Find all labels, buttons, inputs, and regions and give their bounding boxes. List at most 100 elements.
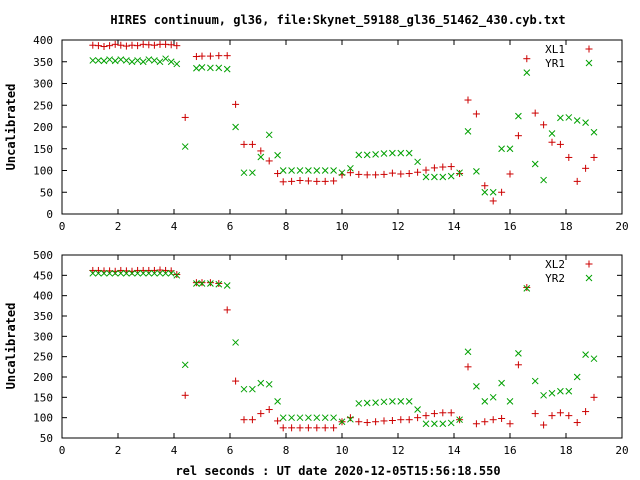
y-tick-label: 150 — [33, 391, 53, 404]
legend-marker-xl1 — [585, 45, 593, 53]
xl2-plus-point — [573, 419, 581, 427]
yr1-cross-point — [330, 167, 337, 174]
yr1-cross-point — [481, 188, 489, 196]
yr2-cross-point — [515, 350, 522, 357]
xl2-plus-point — [540, 421, 548, 429]
yr1-cross-point — [145, 56, 153, 63]
x-tick-label: 6 — [227, 444, 234, 457]
xl2-plus-point — [439, 409, 447, 417]
xl2-plus-point — [388, 417, 396, 425]
yr2-cross-point — [257, 379, 265, 387]
y-tick-label: 500 — [33, 249, 53, 262]
y-tick-label: 400 — [33, 290, 53, 303]
xl1-plus-point — [405, 170, 413, 178]
yr1-cross-point — [473, 168, 480, 175]
legend-label: XL1 — [545, 43, 565, 56]
yr2-cross-point — [439, 420, 447, 428]
yr2-cross-point — [106, 269, 113, 277]
yr1-cross-point — [207, 64, 214, 72]
bottom-panel-points — [89, 266, 598, 432]
top-panel-ylabel: Uncalibrated — [4, 84, 18, 171]
yr2-cross-point — [89, 269, 97, 277]
x-tick-label: 10 — [335, 220, 348, 233]
yr1-cross-point — [117, 56, 125, 63]
yr1-cross-point — [338, 169, 346, 177]
yr2-cross-point — [590, 355, 598, 363]
yr1-cross-point — [173, 60, 181, 68]
xl1-plus-point — [330, 177, 338, 185]
yr1-cross-point — [431, 173, 438, 181]
yr1-cross-point — [464, 127, 472, 135]
xl2-plus-point — [430, 410, 438, 418]
yr2-cross-point — [389, 398, 396, 405]
xl2-plus-point — [556, 409, 564, 417]
xl1-plus-point — [232, 100, 240, 108]
xl2-plus-point — [405, 416, 413, 424]
yr1-cross-point — [296, 167, 304, 174]
yr1-cross-point — [573, 117, 581, 124]
bottom-panel-ticks: 0 2 4 6 8 10 12 14 16 18 20 50 100 150 200 250 300 350 400… — [33, 249, 629, 457]
xl1-plus-point — [481, 182, 489, 190]
x-tick-label: 20 — [615, 444, 628, 457]
x-tick-label: 20 — [615, 220, 628, 233]
yr1-cross-point — [548, 130, 556, 137]
xl1-plus-point — [439, 163, 447, 171]
x-tick-label: 12 — [391, 220, 404, 233]
yr1-cross-point — [582, 119, 589, 127]
xl1-plus-point — [122, 42, 130, 50]
yr2-cross-point — [240, 385, 248, 393]
yr1-cross-point — [347, 164, 354, 172]
xl2-plus-point — [206, 279, 214, 287]
yr2-cross-point — [414, 406, 421, 413]
xl2-plus-point — [531, 410, 539, 418]
yr2-cross-point — [481, 398, 489, 405]
xl1-plus-point — [590, 153, 598, 161]
xl2-plus-point — [181, 391, 189, 399]
yr2-cross-point — [523, 284, 531, 292]
xl2-plus-point — [173, 271, 181, 279]
top-panel-frame — [61, 39, 623, 215]
yr2-cross-point — [363, 399, 371, 407]
xl1-plus-point — [489, 197, 497, 205]
x-tick-label: 6 — [227, 220, 234, 233]
yr1-cross-point — [181, 143, 189, 150]
x-tick-label: 8 — [283, 220, 290, 233]
yr1-cross-point — [257, 153, 265, 161]
y-tick-label: 250 — [33, 351, 53, 364]
xl1-plus-point — [100, 43, 108, 51]
yr1-cross-point — [95, 57, 102, 64]
yr2-cross-point — [473, 382, 480, 390]
yr2-cross-point — [145, 269, 153, 277]
xl2-plus-point — [279, 424, 287, 432]
y-tick-label: 100 — [33, 412, 53, 425]
y-tick-label: 100 — [33, 165, 53, 178]
yr1-cross-point — [590, 128, 598, 136]
xl1-plus-point — [397, 170, 405, 178]
xl2-plus-point — [265, 406, 273, 414]
yr1-cross-point — [456, 169, 463, 177]
yr1-cross-point — [288, 167, 295, 174]
xl1-plus-point — [472, 110, 480, 118]
xl2-plus-point — [288, 424, 296, 432]
y-tick-label: 250 — [33, 99, 53, 112]
yr1-cross-point — [274, 151, 281, 159]
yr2-cross-point — [117, 269, 125, 277]
yr2-cross-point — [489, 393, 497, 401]
xl2-plus-point — [380, 417, 388, 425]
x-tick-label: 18 — [559, 220, 572, 233]
legend-label: XL2 — [545, 258, 565, 271]
yr1-cross-point — [139, 58, 147, 66]
yr2-cross-point — [249, 385, 256, 393]
yr2-cross-point — [447, 419, 455, 427]
yr1-cross-point — [498, 145, 505, 153]
yr1-cross-point — [100, 57, 108, 65]
xl1-plus-point — [346, 169, 354, 177]
yr1-cross-point — [422, 173, 430, 181]
x-tick-label: 0 — [59, 444, 66, 457]
yr1-cross-point — [198, 64, 206, 71]
xl2-plus-point — [304, 424, 312, 432]
xl2-plus-point — [363, 419, 371, 427]
xl2-plus-point — [506, 420, 514, 428]
yr1-cross-point — [355, 151, 363, 159]
